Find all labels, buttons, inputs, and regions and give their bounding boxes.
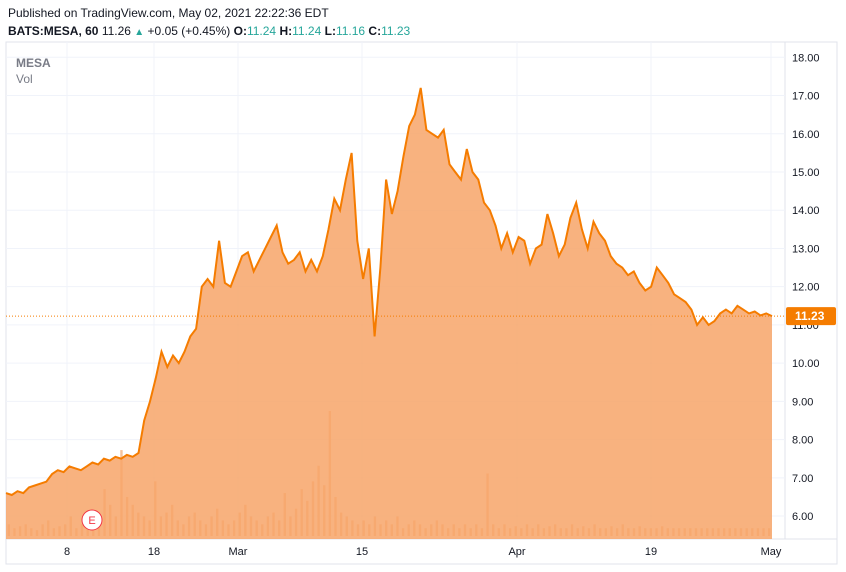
y-tick-label: 8.00 xyxy=(792,435,813,447)
chart-legend: MESA Vol xyxy=(16,55,51,87)
close-value: 11.23 xyxy=(381,24,411,38)
chart-frame xyxy=(5,41,838,565)
y-tick-label: 6.00 xyxy=(792,511,813,523)
time-axis: 8 18 Mar 15 Apr 19 May xyxy=(64,546,782,558)
x-tick-label: Apr xyxy=(508,546,525,558)
price-area xyxy=(6,87,772,540)
x-tick-label: May xyxy=(761,546,782,558)
x-tick-label: Mar xyxy=(229,546,248,558)
earnings-marker[interactable]: E xyxy=(81,509,103,531)
y-tick-label: 16.00 xyxy=(792,129,820,141)
x-tick-label: 15 xyxy=(356,546,368,558)
y-tick-label: 14.00 xyxy=(792,205,820,217)
chart-header: Published on TradingView.com, May 02, 20… xyxy=(8,5,410,41)
last-price-tag-bg xyxy=(786,307,836,326)
symbol-interval: BATS:MESA, 60 xyxy=(8,24,99,38)
low-value: 11.16 xyxy=(335,24,366,38)
legend-volume: Vol xyxy=(16,72,33,86)
y-tick-label: 13.00 xyxy=(792,243,820,255)
up-arrow-icon: ▲ xyxy=(134,27,145,38)
earnings-marker-label: E xyxy=(88,515,95,527)
price-line xyxy=(5,87,773,497)
y-tick-label: 10.00 xyxy=(792,358,820,370)
open-value: 11.24 xyxy=(246,24,277,38)
last-price-tag: 11.23 xyxy=(786,307,836,326)
published-note: Published on TradingView.com, May 02, 20… xyxy=(8,6,329,20)
last-price: 11.26 xyxy=(101,24,131,38)
open-label: O: xyxy=(233,24,247,38)
earnings-marker-circle[interactable] xyxy=(81,509,103,531)
close-label: C: xyxy=(368,24,382,38)
y-tick-label: 7.00 xyxy=(792,473,813,485)
high-label: H: xyxy=(279,24,293,38)
low-label: L: xyxy=(324,24,336,38)
y-tick-label: 15.00 xyxy=(792,167,820,179)
price-change: +0.05 (+0.45%) xyxy=(147,24,231,38)
last-price-tag-label: 11.23 xyxy=(795,309,825,323)
price-axis: 18.0017.0016.0015.0014.0013.0012.0011.00… xyxy=(792,52,820,523)
y-tick-label: 12.00 xyxy=(792,282,820,294)
legend-symbol: MESA xyxy=(16,56,51,70)
y-tick-label: 17.00 xyxy=(792,91,820,103)
y-tick-label: 18.00 xyxy=(792,52,820,64)
x-tick-label: 8 xyxy=(64,546,70,558)
quote-line: BATS:MESA, 60 11.26 ▲ +0.05 (+0.45%) O:1… xyxy=(8,23,410,41)
y-tick-label: 9.00 xyxy=(792,396,813,408)
high-value: 11.24 xyxy=(292,24,322,38)
x-tick-label: 18 xyxy=(148,546,160,558)
x-tick-label: 19 xyxy=(645,546,657,558)
